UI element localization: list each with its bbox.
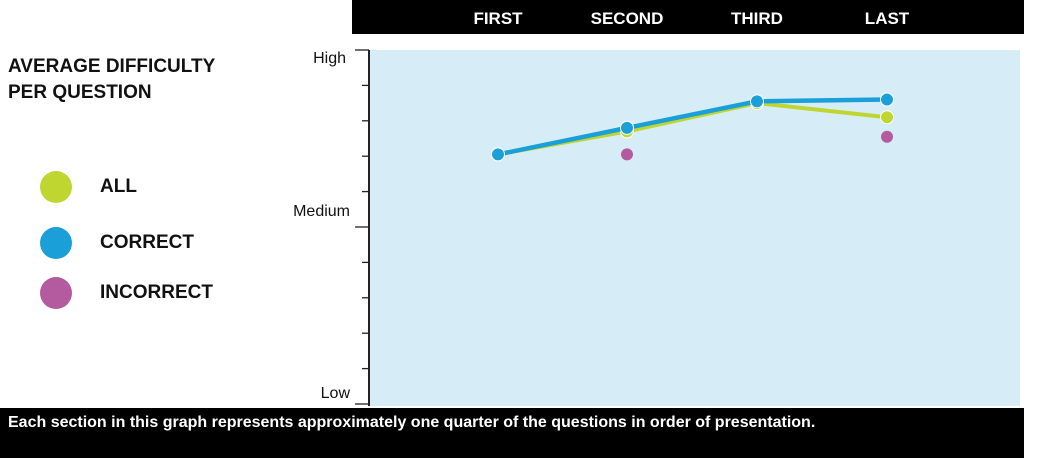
chart-title: AVERAGE DIFFICULTY PER QUESTION (8, 56, 215, 103)
data-point-correct-last (880, 92, 894, 107)
data-point-correct-second (620, 120, 634, 135)
legend-marker-incorrect (40, 277, 72, 309)
category-header-bar (352, 0, 1024, 34)
data-point-correct-first (491, 147, 505, 162)
series-layer (491, 92, 894, 162)
y-tick-label-high: High (313, 50, 346, 67)
data-point-incorrect-second (621, 148, 633, 161)
legend-item-all: ALL (40, 170, 137, 204)
legend-marker-all (40, 171, 72, 203)
category-label-second: SECOND (590, 9, 664, 28)
legend-label-correct: CORRECT (100, 232, 194, 253)
category-label-first: FIRST (473, 9, 523, 28)
y-tick-label-low: Low (321, 385, 351, 402)
legend-item-correct: CORRECT (40, 226, 194, 260)
data-point-incorrect-last (881, 130, 893, 143)
series-line-correct (497, 97, 888, 157)
data-point-correct-third (750, 94, 764, 109)
legend-label-all: ALL (100, 176, 137, 197)
category-label-last: LAST (864, 9, 910, 28)
category-label-third: THIRD (731, 9, 783, 28)
legend-label-incorrect: INCORRECT (100, 282, 213, 303)
legend-item-incorrect: INCORRECT (40, 276, 213, 310)
footnote: Each section in this graph represents ap… (0, 408, 1024, 458)
data-point-all-last (880, 110, 894, 125)
plot-area (370, 50, 1020, 406)
legend-marker-correct (40, 227, 72, 259)
y-tick-label-medium: Medium (293, 203, 350, 220)
y-axis (355, 49, 370, 406)
